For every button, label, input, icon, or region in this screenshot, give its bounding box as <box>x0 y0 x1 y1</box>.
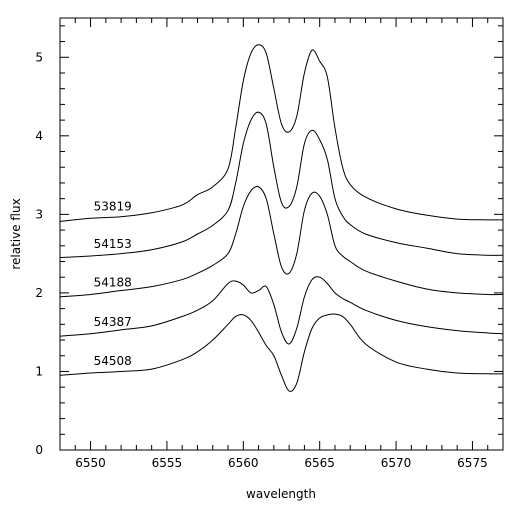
y-tick-label: 0 <box>35 443 43 457</box>
series-label-54153: 54153 <box>94 237 132 251</box>
x-tick-label: 6550 <box>75 456 106 470</box>
x-tick-label: 6575 <box>457 456 488 470</box>
x-tick-label: 6555 <box>152 456 183 470</box>
x-tick-label: 6570 <box>381 456 412 470</box>
series-label-54508: 54508 <box>94 354 132 368</box>
plot-frame <box>59 17 504 451</box>
y-tick-label: 5 <box>35 50 43 64</box>
x-axis-ticks: 6550 6555 6560 6565 6570 6575 <box>59 18 504 470</box>
series-line-54188 <box>59 185 504 298</box>
y-axis-label: relative flux <box>9 198 23 269</box>
y-tick-label: 2 <box>35 286 43 300</box>
x-tick-label: 6565 <box>304 456 335 470</box>
series-label-54188: 54188 <box>94 275 132 289</box>
series-label-53819: 53819 <box>94 199 132 213</box>
y-tick-label: 1 <box>35 364 43 378</box>
series-labels: 53819 54153 54188 54387 54508 <box>94 199 132 368</box>
series-line-54153 <box>59 111 504 259</box>
series-line-54387 <box>59 276 504 345</box>
y-tick-label: 3 <box>35 207 43 221</box>
series-label-54387: 54387 <box>94 315 132 329</box>
x-tick-label: 6560 <box>228 456 259 470</box>
x-axis-label: wavelength <box>246 487 316 501</box>
series-lines <box>59 44 504 392</box>
series-line-54508 <box>59 313 504 392</box>
y-tick-label: 4 <box>35 129 43 143</box>
series-line-53819 <box>59 44 504 222</box>
y-axis-ticks: 0 1 2 3 4 5 <box>35 25 503 457</box>
